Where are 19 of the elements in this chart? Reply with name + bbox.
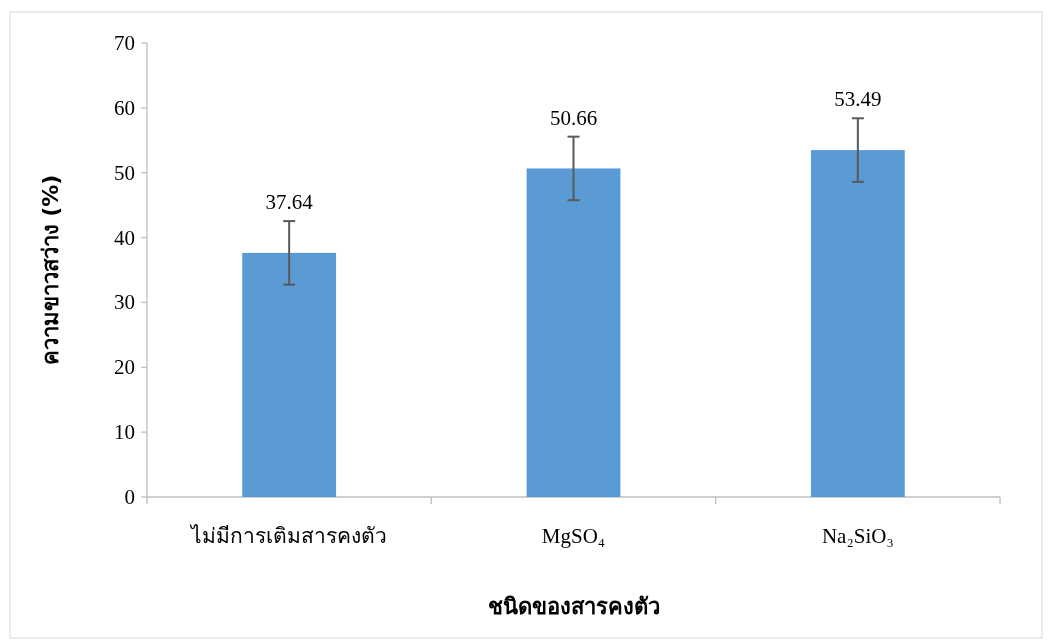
bar [810,150,905,497]
y-tick-label: 60 [114,95,135,120]
y-tick-label: 0 [124,485,135,509]
y-tick-label: 20 [114,355,135,380]
y-tick-label: 30 [114,290,135,315]
bar [242,252,337,497]
y-tick-label: 10 [114,420,135,445]
y-tick-label: 50 [114,160,135,185]
x-tick-label: MgSO₄ [541,524,606,548]
data-label: 37.64 [265,190,314,215]
y-axis-title: ความขาวสว่าง (%) [38,174,63,366]
x-axis-title: ชนิดของสารคงตัว [487,594,660,619]
x-tick-label: Na₂SiO₃ [821,524,894,548]
data-label: 50.66 [549,105,598,130]
x-tick-label: ไม่มีการเติมสารคงตัว [189,524,388,548]
data-label: 53.49 [834,87,882,112]
y-tick-label: 40 [114,225,135,250]
bar [526,168,621,497]
y-tick-label: 70 [114,31,135,55]
